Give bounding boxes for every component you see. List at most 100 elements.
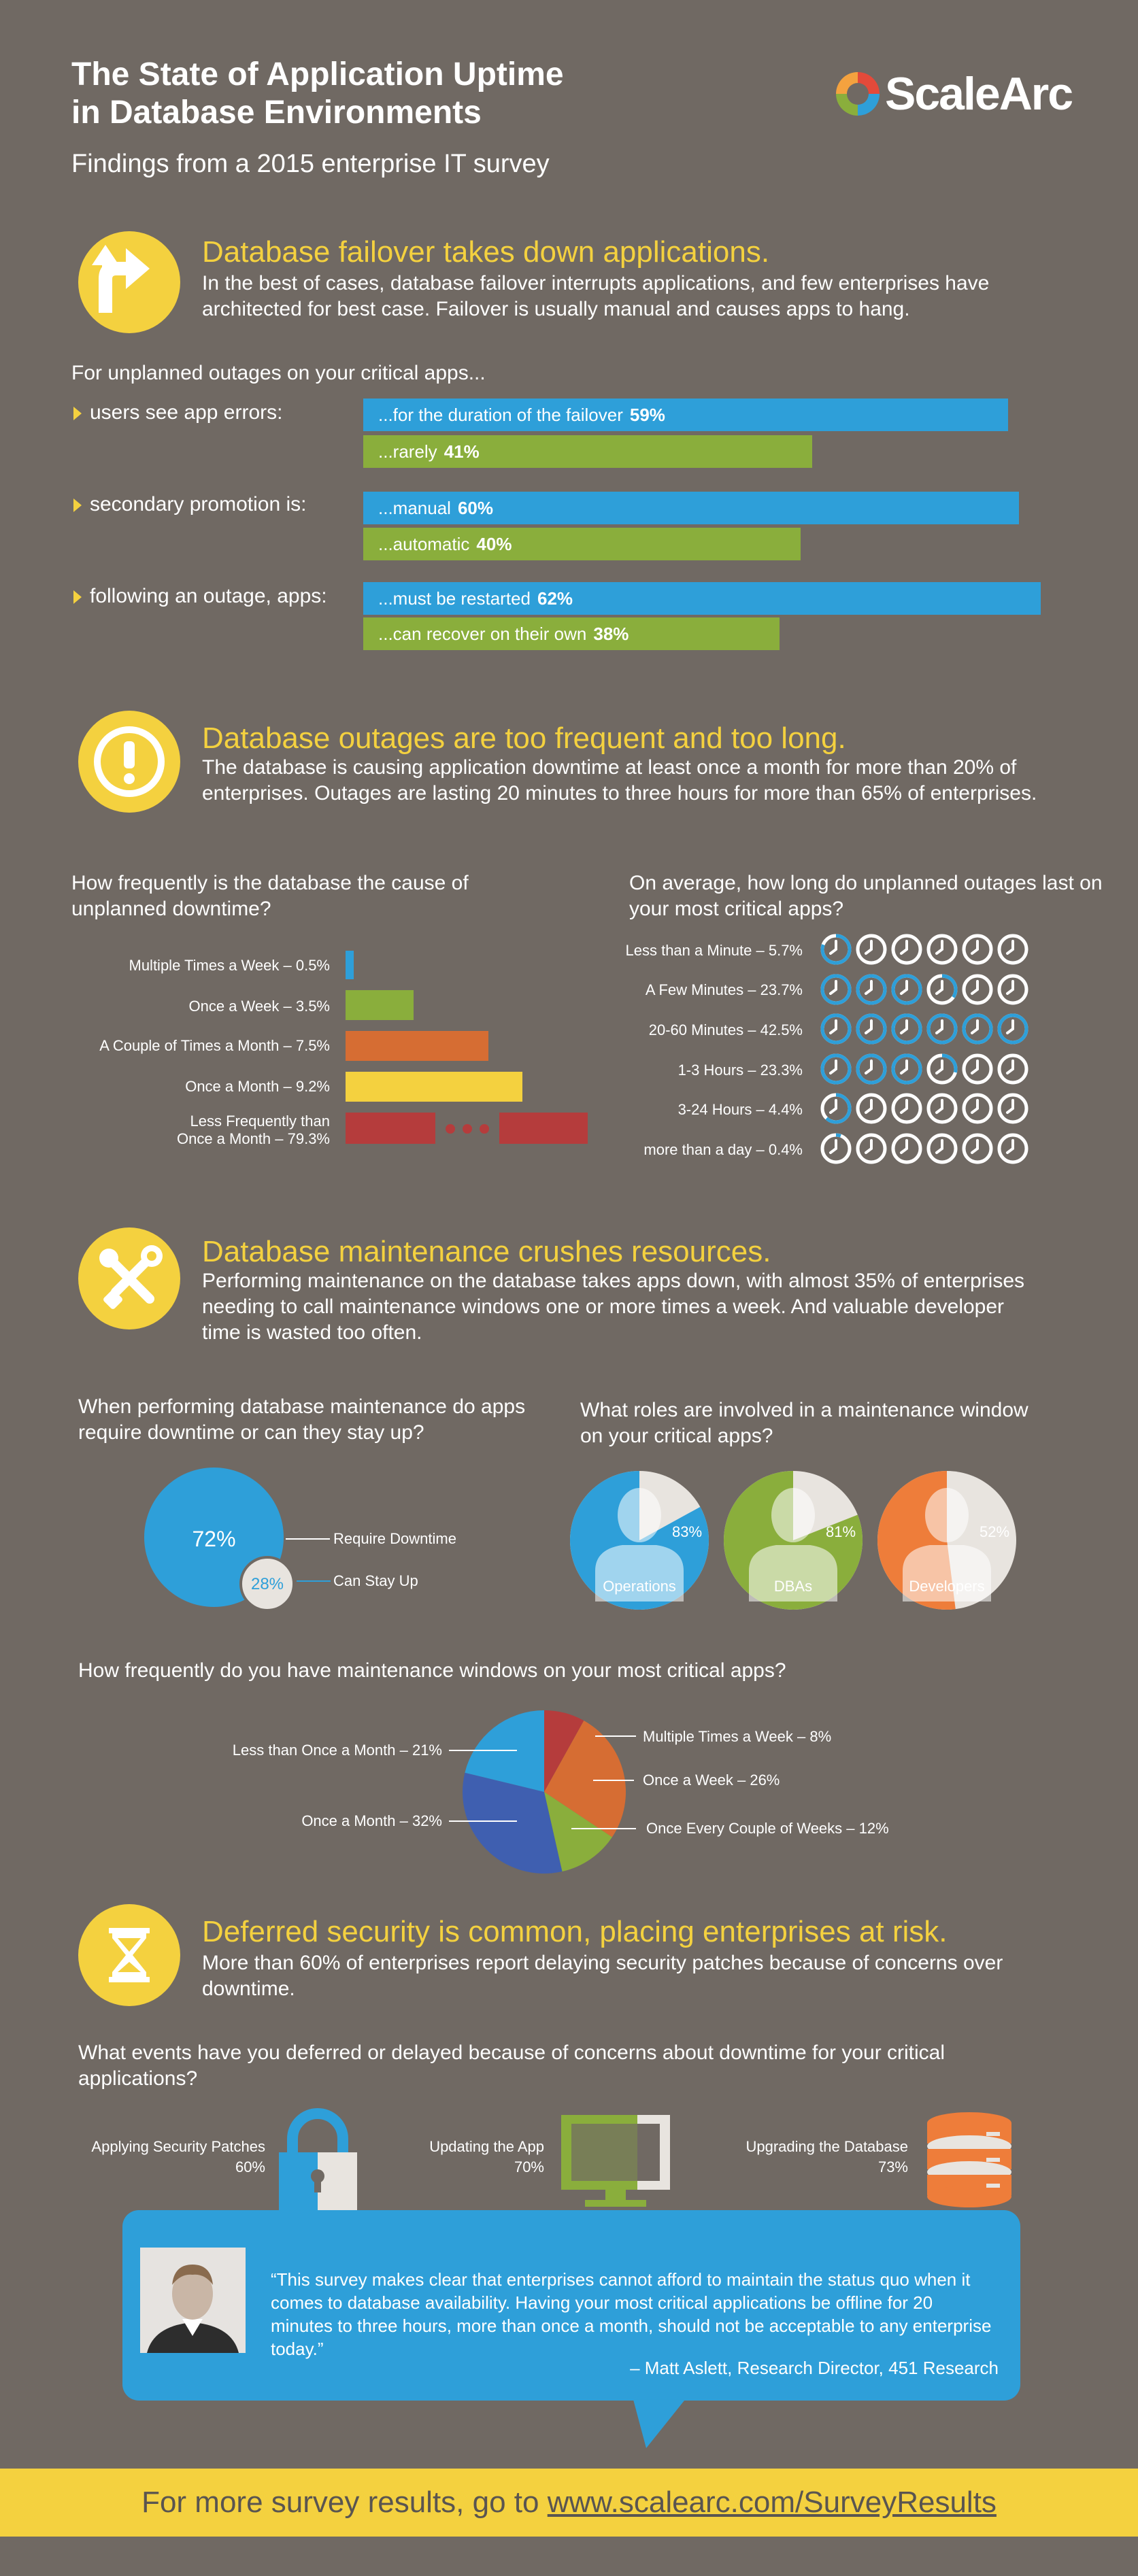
roles-chart: Operations 83% DBAs 81% Developers 52%: [568, 1465, 1031, 1615]
duration-question: On average, how long do unplanned outage…: [629, 872, 1103, 920]
freq-bar: [346, 990, 414, 1020]
clock-icon: [891, 1133, 922, 1164]
survey-results-link[interactable]: www.scalearc.com/SurveyResults: [547, 2486, 997, 2519]
freq-bar: [346, 951, 354, 979]
clock-icon: [997, 934, 1028, 965]
clock-icon: [962, 1093, 993, 1124]
footer-banner: For more survey results, go to www.scale…: [0, 2469, 1138, 2537]
role-name: Developers: [909, 1578, 984, 1595]
pie-slice: [544, 1710, 584, 1792]
clock-icon: [926, 1013, 958, 1045]
duration-label: Less than a Minute – 5.7%: [625, 942, 803, 959]
failover-icon: [78, 231, 180, 333]
quote-text: “This survey makes clear that enterprise…: [271, 2269, 992, 2359]
clock-icon: [856, 1133, 887, 1164]
role-dbas-chart: DBAs 81%: [724, 1471, 863, 1610]
leader-line: [449, 1750, 517, 1751]
freq-label: Once a Week – 3.5%: [188, 998, 331, 1015]
clock-icon: [926, 1053, 958, 1084]
logo-icon: [836, 72, 880, 116]
duration-label: 3-24 Hours – 4.4%: [677, 1101, 803, 1118]
bar-rarely: ...rarely 41%: [363, 435, 812, 468]
clock-icon: [997, 1013, 1028, 1045]
clock-icon: [856, 974, 887, 1004]
database-icon: [927, 2112, 1011, 2207]
duration-clock-grid: [820, 933, 1031, 1171]
quote-pointer-icon: [633, 2397, 687, 2448]
duration-label: 20-60 Minutes – 42.5%: [648, 1021, 803, 1038]
clock-icon: [820, 974, 852, 1004]
hourglass-icon: [78, 1904, 180, 2006]
freq-label: Once a Month – 9.2%: [185, 1078, 330, 1095]
ellipsis-icon: [444, 1123, 491, 1134]
clock-icon: [997, 1093, 1028, 1124]
clock-icon: [856, 1053, 887, 1084]
downtime-question: When performing database maintenance do …: [78, 1395, 526, 1444]
clock-icon: [891, 1053, 922, 1084]
section2-title: Database outages are too frequent and to…: [202, 722, 846, 755]
leader-line: [595, 1735, 636, 1737]
pie-label: Once a Month – 32%: [301, 1812, 442, 1829]
section3-body: Performing maintenance on the database t…: [202, 1270, 1025, 1344]
row-label: users see app errors:: [90, 401, 283, 424]
event-label-app: Updating the App 70%: [429, 2138, 544, 2175]
duration-label: A Few Minutes – 23.7%: [645, 981, 803, 998]
role-pct: 83%: [672, 1523, 702, 1540]
require-downtime-label: Require Downtime: [333, 1530, 456, 1547]
section2-body: The database is causing application down…: [202, 756, 1037, 804]
section1-title: Database failover takes down application…: [202, 235, 770, 269]
clock-icon: [926, 1133, 958, 1164]
pie-slice: [465, 1710, 544, 1792]
bar-automatic: ...automatic 40%: [363, 528, 801, 560]
quote-box: [122, 2210, 1020, 2401]
bar-must-restart: ...must be restarted 62%: [363, 582, 1041, 615]
freq-label: A Couple of Times a Month – 7.5%: [99, 1037, 330, 1054]
roles-question: What roles are involved in a maintenance…: [580, 1399, 1028, 1447]
maintenance-pie-chart: [463, 1710, 626, 1874]
freq-label: Less Frequently than Once a Month – 79.3…: [176, 1113, 330, 1147]
clock-icon: [926, 1093, 958, 1124]
require-downtime-pct: 72%: [192, 1527, 236, 1551]
clock-icon: [856, 1013, 887, 1045]
clock-icon: [997, 974, 1028, 1004]
clock-icon: [856, 1093, 887, 1124]
role-name: DBAs: [774, 1578, 812, 1595]
section4-body: More than 60% of enterprises report dela…: [202, 1952, 1003, 2000]
freq-bar: [499, 1113, 588, 1144]
clock-icon: [997, 1133, 1028, 1164]
bullet-arrow-icon: [73, 407, 82, 420]
clock-icon: [891, 1093, 922, 1124]
quote-attribution: – Matt Aslett, Research Director, 451 Re…: [630, 2358, 999, 2378]
event-label-patches: Applying Security Patches 60%: [91, 2138, 265, 2175]
pie-label: Multiple Times a Week – 8%: [643, 1728, 832, 1745]
avatar: [140, 2248, 246, 2353]
clock-icon: [820, 1013, 852, 1045]
pie-slice: [463, 1772, 563, 1874]
clock-icon: [997, 1053, 1028, 1084]
clock-icon: [856, 934, 887, 965]
leader-line: [286, 1538, 330, 1540]
freq-bar: [346, 1113, 435, 1144]
row-label: secondary promotion is:: [90, 493, 307, 515]
clock-icon: [962, 974, 993, 1004]
event-label-database: Upgrading the Database 73%: [746, 2138, 909, 2175]
row-label: following an outage, apps:: [90, 585, 327, 607]
freq-label: Multiple Times a Week – 0.5%: [129, 957, 331, 974]
duration-label: 1-3 Hours – 23.3%: [677, 1062, 803, 1079]
section1-intro: For unplanned outages on your critical a…: [71, 362, 486, 384]
clock-icon: [962, 934, 993, 965]
role-operations-chart: Operations 83%: [570, 1471, 709, 1610]
clock-icon: [926, 974, 958, 1004]
pie-label: Once Every Couple of Weeks – 12%: [646, 1820, 889, 1837]
clock-icon: [926, 934, 958, 965]
role-developers-chart: Developers 52%: [877, 1471, 1016, 1610]
clock-icon: [891, 1013, 922, 1045]
bullet-arrow-icon: [73, 590, 82, 604]
pie-slice: [544, 1721, 626, 1837]
clock-icon: [820, 934, 852, 965]
tools-icon: [78, 1227, 180, 1329]
stay-up-label: Can Stay Up: [333, 1572, 418, 1589]
clock-icon: [820, 1093, 852, 1124]
leader-line: [593, 1780, 634, 1781]
scalearc-logo: ScaleArc: [833, 67, 1073, 121]
